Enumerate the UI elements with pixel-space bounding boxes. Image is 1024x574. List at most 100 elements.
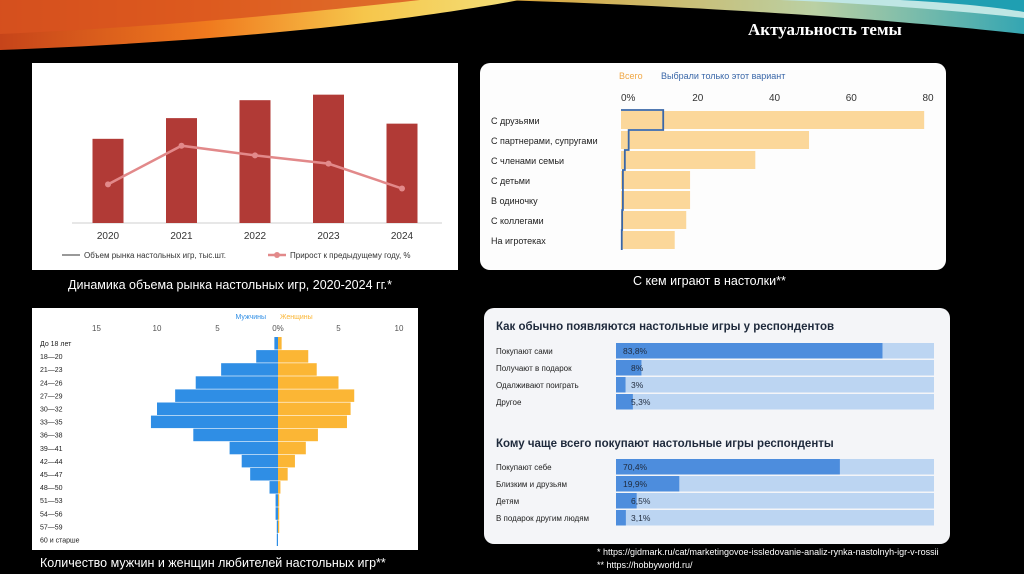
total-bar bbox=[621, 231, 675, 249]
age-label: 18—20 bbox=[40, 354, 63, 361]
female-bar bbox=[278, 441, 306, 455]
female-bar bbox=[278, 389, 355, 402]
category-label: С детьми bbox=[491, 176, 530, 186]
category-label: Другое bbox=[496, 398, 522, 407]
category-label: Получают в подарок bbox=[496, 364, 572, 373]
bar-value-label: 19,9% bbox=[623, 479, 648, 489]
market-chart-panel: 2020 2021 2022 2023 2024 Объем рынка настольн… bbox=[32, 63, 458, 270]
female-bar bbox=[278, 520, 280, 533]
category-label: В подарок другим людям bbox=[496, 514, 589, 523]
x-tick-label: 2020 bbox=[97, 231, 120, 242]
total-bar bbox=[621, 131, 810, 149]
market-bar bbox=[386, 123, 418, 223]
legend-female: Женщины bbox=[280, 314, 313, 321]
female-bar bbox=[278, 454, 295, 468]
age-label: 45—47 bbox=[40, 472, 63, 479]
total-bar bbox=[621, 211, 687, 229]
bar-track bbox=[616, 360, 934, 376]
category-label: Покупают сами bbox=[496, 347, 553, 356]
bar-track bbox=[616, 377, 934, 393]
legend-bar-label: Объем рынка настольных игр, тыс.шт. bbox=[84, 251, 226, 260]
category-label: Близким и друзьям bbox=[496, 480, 567, 489]
category-label: Покупают себе bbox=[496, 463, 552, 472]
left-tick-label: 0% bbox=[272, 324, 284, 333]
bar-track bbox=[616, 510, 934, 526]
male-bar bbox=[276, 533, 278, 546]
x-tick-label: 0% bbox=[621, 93, 636, 104]
with-whom-chart-panel: Всего Выбрали только этот вариант 0% 20 40 60… bbox=[480, 63, 946, 270]
legend-line-marker bbox=[274, 252, 280, 258]
category-label: На игротеках bbox=[491, 236, 546, 246]
age-label: 21—23 bbox=[40, 367, 63, 374]
total-bar bbox=[621, 151, 756, 169]
bar-fill bbox=[616, 343, 883, 359]
category-label: Детям bbox=[496, 497, 519, 506]
block-title: Кому чаще всего покупают настольные игры… bbox=[496, 438, 834, 450]
left-tick-label: 10 bbox=[153, 324, 162, 333]
x-tick-label: 2023 bbox=[317, 231, 340, 242]
male-bar bbox=[250, 468, 278, 481]
male-bar bbox=[269, 481, 278, 494]
legend-only: Выбрали только этот вариант bbox=[661, 71, 785, 81]
block-title: Как обычно появляются настольные игры у … bbox=[496, 321, 834, 333]
with-whom-chart-caption: С кем играют в настолки** bbox=[633, 274, 786, 288]
age-label: 51—53 bbox=[40, 498, 63, 505]
male-bar bbox=[275, 494, 278, 507]
bar-track bbox=[616, 493, 934, 509]
category-label: С членами семьи bbox=[491, 156, 564, 166]
male-bar bbox=[175, 389, 278, 402]
bar-fill bbox=[616, 394, 633, 410]
male-bar bbox=[276, 520, 278, 533]
legend-male: Мужчины bbox=[235, 314, 266, 321]
legend-line-label: Прирост к предыдущему году, % bbox=[290, 251, 411, 260]
market-chart: 2020 2021 2022 2023 2024 Объем рынка настольн… bbox=[62, 94, 442, 260]
bar-fill bbox=[616, 377, 626, 393]
gender-chart-caption: Количество мужчин и женщин любителей нас… bbox=[40, 556, 386, 570]
growth-point bbox=[252, 152, 258, 159]
respondents-charts: Как обычно появляются настольные игры у … bbox=[496, 321, 934, 526]
x-tick-label: 40 bbox=[769, 93, 781, 104]
with-whom-chart: Всего Выбрали только этот вариант 0% 20 40 60… bbox=[491, 71, 934, 250]
age-label: 27—29 bbox=[40, 393, 63, 400]
right-tick-label: 5 bbox=[336, 324, 341, 333]
age-label: 54—56 bbox=[40, 511, 63, 518]
age-label: 33—35 bbox=[40, 420, 63, 427]
bar-track bbox=[616, 394, 934, 410]
right-tick-label: 10 bbox=[395, 324, 404, 333]
market-bar bbox=[166, 118, 197, 223]
female-bar bbox=[278, 507, 280, 520]
bar-fill bbox=[616, 360, 642, 376]
decorative-banner bbox=[0, 0, 1024, 50]
bar-value-label: 70,4% bbox=[623, 462, 648, 472]
growth-point bbox=[325, 160, 332, 167]
bar-fill bbox=[616, 493, 637, 509]
bar-track bbox=[616, 476, 934, 492]
age-label: 42—44 bbox=[40, 459, 63, 466]
x-tick-label: 2021 bbox=[170, 231, 193, 242]
female-bar bbox=[278, 350, 309, 363]
respondents-charts-panel: Как обычно появляются настольные игры у … bbox=[484, 308, 950, 544]
growth-point bbox=[105, 181, 111, 188]
market-bar bbox=[239, 100, 271, 223]
gender-chart-panel: Мужчины Женщины 15 10 5 0% 5 10 До 18 лет 18—20 21… bbox=[32, 308, 418, 550]
source-note-2: ** https://hobbyworld.ru/ bbox=[597, 560, 693, 570]
age-label: 60 и старше bbox=[40, 538, 80, 545]
bar-value-label: 3,1% bbox=[631, 513, 651, 523]
age-label: 36—38 bbox=[40, 433, 63, 440]
category-label: В одиночку bbox=[491, 196, 538, 206]
female-bar bbox=[278, 415, 347, 429]
female-bar bbox=[278, 428, 318, 442]
bar-fill bbox=[616, 476, 680, 492]
male-bar bbox=[195, 376, 278, 389]
left-tick-label: 15 bbox=[92, 324, 101, 333]
gender-pyramid-chart: Мужчины Женщины 15 10 5 0% 5 10 До 18 лет 18—20 21… bbox=[40, 314, 404, 546]
age-label: 39—41 bbox=[40, 446, 63, 453]
x-tick-label: 2022 bbox=[244, 231, 267, 242]
female-bar bbox=[278, 376, 339, 389]
bar-fill bbox=[616, 459, 840, 475]
source-note-1: * https://gidmark.ru/cat/marketingovoe-i… bbox=[597, 547, 939, 557]
male-bar bbox=[193, 428, 278, 442]
market-chart-caption: Динамика объема рынка настольных игр, 20… bbox=[68, 278, 392, 292]
age-label: 30—32 bbox=[40, 407, 63, 414]
legend-total: Всего bbox=[619, 71, 643, 81]
